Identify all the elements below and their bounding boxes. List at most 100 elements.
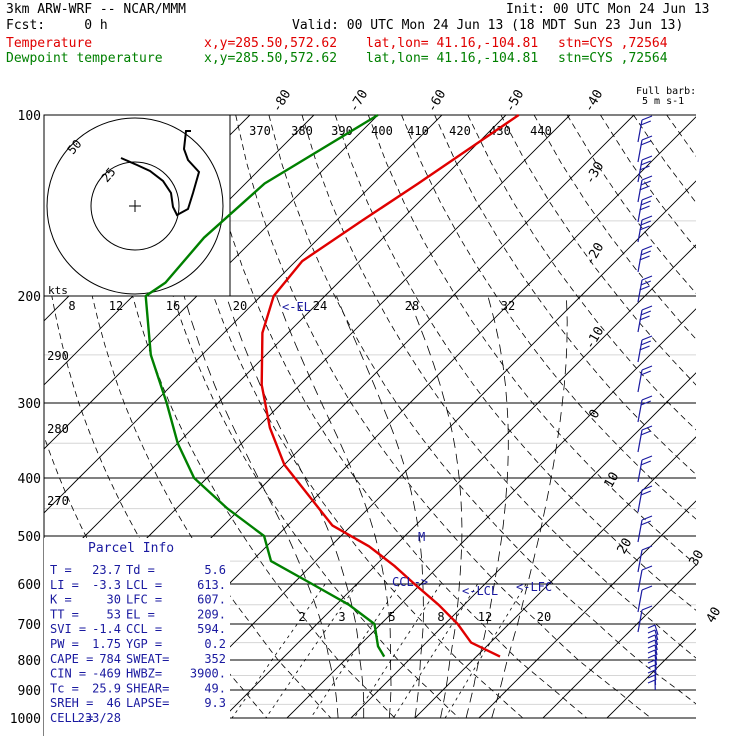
ccl-marker: CCL-> <box>392 575 428 589</box>
wind-barb-staff <box>637 249 643 273</box>
parcel-value: 3900. <box>190 667 226 681</box>
wind-barb-flag <box>641 155 653 161</box>
wind-barb-flag <box>640 370 652 376</box>
theta-e-label: 370 <box>249 124 271 138</box>
wind-barb-flag <box>641 425 653 431</box>
wind-barb-flag <box>640 280 652 286</box>
parcel-info-bg <box>44 538 230 736</box>
isotherm-label-top: -50 <box>503 87 528 115</box>
wind-barb-flag <box>640 430 652 436</box>
barb-legend-units: 5 m s-1 <box>642 96 684 107</box>
temperature-latlon: lat,lon= 41.16,-104.81 <box>366 36 539 51</box>
hodograph-trace <box>120 130 201 217</box>
wind-barb-flag <box>641 175 653 181</box>
wind-barb-low-flag <box>647 679 656 684</box>
isotherm-line <box>414 436 696 719</box>
dry-adiabat <box>434 115 696 475</box>
wind-barb-flag <box>639 255 650 261</box>
parcel-value: 209. <box>197 607 226 621</box>
mixing-ratio-line <box>231 583 326 719</box>
parcel-key: HWBZ= <box>126 667 162 681</box>
parcel-value: 46 <box>107 696 121 710</box>
isotherm-label-top: -60 <box>425 87 450 115</box>
parcel-value: 784 <box>99 652 121 666</box>
wind-barb-low-flag <box>647 659 656 664</box>
wind-barb-flag <box>641 545 653 551</box>
mixing-ratio-line <box>444 583 527 719</box>
parcel-key: K = <box>50 593 72 607</box>
wind-barb-flag <box>640 460 652 466</box>
isotherm-label-top: -40 <box>582 87 607 115</box>
theta-e-label: 410 <box>407 124 429 138</box>
dry-adiabat <box>367 115 696 566</box>
wind-barb-low-flag <box>647 649 656 654</box>
dewpoint-xy: x,y=285.50,572.62 <box>204 51 338 66</box>
wind-barb-staff <box>637 139 643 163</box>
wind-barb-flag <box>640 490 652 496</box>
temp-scale-label: 20 <box>233 299 247 313</box>
mixing-ratio-label: 3 <box>338 610 345 624</box>
parcel-value: -1.4 <box>92 622 121 636</box>
wind-barb-flag <box>641 215 653 221</box>
parcel-key: TT = <box>50 607 79 621</box>
wind-barb-flag <box>640 200 652 206</box>
wind-barb-low-staff <box>654 659 657 671</box>
wind-barb-flag <box>640 400 652 406</box>
isotherm-line <box>606 628 696 719</box>
wind-barb-low-staff <box>654 644 658 656</box>
pressure-label: 200 <box>18 290 41 305</box>
theta-label: 270 <box>47 494 69 508</box>
wind-barb-flag <box>641 585 653 591</box>
wind-barb-flag <box>641 335 653 341</box>
wind-barb-flag <box>640 220 652 226</box>
hodograph-ring-25 <box>90 161 180 251</box>
wind-barb-flag <box>640 310 652 316</box>
parcel-value: 594. <box>197 622 226 636</box>
isotherm-line <box>542 564 696 719</box>
parcel-key: Tc = <box>50 681 79 695</box>
wind-barb-flag <box>641 115 653 121</box>
parcel-key: LI = <box>50 578 79 592</box>
wind-barb-low-staff <box>654 649 658 661</box>
parcel-key: EL = <box>126 607 155 621</box>
parcel-key: SVI = <box>50 622 86 636</box>
parcel-value: 49. <box>204 681 226 695</box>
pressure-label: 1000 <box>10 712 41 727</box>
wind-barb-flag <box>640 520 652 526</box>
lfc-marker: <-LFC <box>516 580 552 594</box>
wind-barb-flag <box>639 185 650 191</box>
parcel-key: CELL = <box>50 711 93 725</box>
wind-barbs <box>637 115 653 633</box>
forecast-hour: Fcst: 0 h <box>6 18 108 33</box>
parcel-key: LFC = <box>126 593 162 607</box>
parcel-value: 352 <box>204 652 226 666</box>
wind-barb-flag <box>641 305 653 311</box>
init-time: Init: 00 UTC Mon 24 Jun 13 <box>506 2 710 17</box>
temp-scale-label: 8 <box>68 299 75 313</box>
dry-adiabat <box>700 115 740 718</box>
dry-adiabat <box>467 115 696 431</box>
wind-barb-low-flag <box>647 629 656 634</box>
isotherm-label-right: 0 <box>587 407 604 421</box>
parcel-key: T = <box>50 563 72 577</box>
dewpoint-station: stn=CYS ,72564 <box>558 51 668 66</box>
wind-barb-low-staff <box>654 624 659 636</box>
wind-barb-staff <box>637 369 643 393</box>
wind-barb-low-staff <box>654 639 658 651</box>
wind-barb-low-flag <box>647 664 656 669</box>
wind-barb-low-flag <box>647 644 656 649</box>
wind-barb-flag <box>639 205 650 211</box>
dry-adiabat <box>268 115 696 705</box>
pressure-label: 900 <box>18 684 41 699</box>
wind-barb-staff <box>637 339 643 363</box>
wind-barb-low-staff <box>654 629 659 641</box>
model-title: 3km ARW-WRF -- NCAR/MMM <box>6 2 187 17</box>
wind-barb-staff <box>637 119 643 143</box>
moist-adiabat <box>465 295 509 719</box>
wind-barb-staff <box>637 549 643 573</box>
lcl-marker: <-LCL <box>462 584 498 598</box>
wind-barb-staff <box>637 219 643 243</box>
wind-barb-low-flag <box>647 639 656 644</box>
wind-barb-low-flag <box>647 654 656 659</box>
